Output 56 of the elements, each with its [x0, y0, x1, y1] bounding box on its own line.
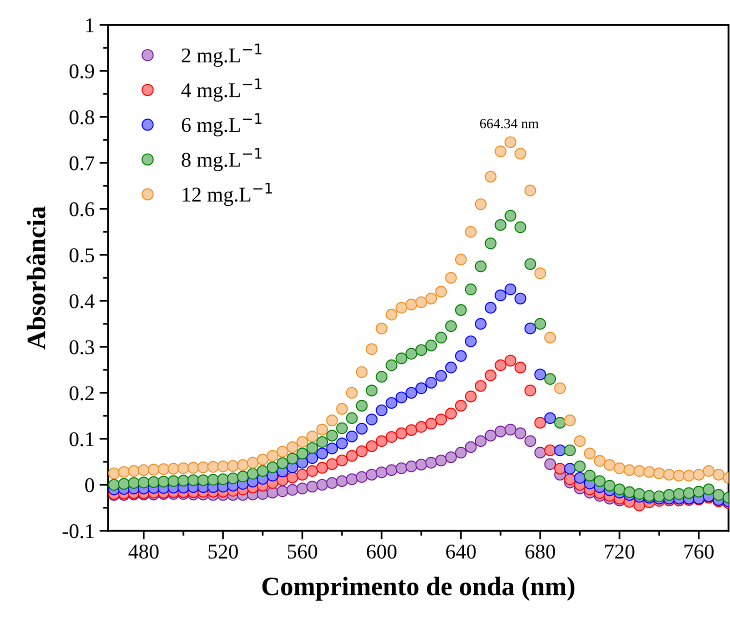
x-tick-label: 600: [366, 544, 396, 559]
y-tick-label: 1: [86, 18, 94, 32]
y-tick-label: 0: [85, 478, 94, 492]
point: [504, 424, 516, 436]
y-tick-label: 0.9: [70, 64, 94, 78]
y-tick-label: 0.2: [70, 386, 94, 400]
point: [494, 426, 506, 438]
legend-label: 2 mg.L$^{−1}$: [182, 44, 262, 67]
y-tick-label: 0.6: [70, 202, 94, 216]
point: [455, 446, 467, 458]
point: [346, 473, 358, 486]
x-tick-label: 640: [446, 544, 476, 559]
x-tick-label: 680: [525, 544, 556, 559]
point: [405, 460, 418, 472]
point: [544, 458, 556, 470]
x-tick-label: 560: [288, 544, 318, 559]
point: [524, 435, 536, 447]
point: [435, 454, 447, 466]
x-tick-label: 760: [684, 544, 714, 559]
point: [386, 464, 398, 476]
point: [286, 484, 298, 496]
x-axis-title: Comprimento de onda (nm): [262, 576, 574, 601]
legend-label: 8 mg.L$^{−1}$: [182, 148, 262, 172]
point: [514, 427, 526, 440]
y-tick-label: -0.1: [62, 524, 94, 538]
y-axis-title: Absorbância: [26, 206, 46, 350]
legend-label: 4 mg.L$^{−1}$: [181, 78, 262, 102]
point: [396, 462, 408, 474]
x-tick-label: 520: [208, 544, 238, 559]
point: [326, 477, 338, 489]
legend-label: 12 mg.L$^{−1}$: [182, 182, 272, 206]
y-tick-label: 0.4: [70, 294, 95, 308]
x-tick-label: 720: [605, 544, 634, 559]
point: [445, 451, 457, 464]
y-tick-label: 0.1: [70, 432, 94, 446]
y-tick-label: 0.7: [70, 156, 94, 170]
point: [534, 446, 546, 458]
point: [316, 478, 328, 491]
point: [425, 456, 438, 469]
point: [484, 430, 497, 442]
x-tick-label: 480: [128, 544, 159, 559]
point: [376, 466, 388, 478]
point: [366, 468, 378, 481]
point: [474, 435, 487, 447]
annotation: 664.34 nm: [480, 118, 539, 128]
y-tick-label: 0.3: [70, 340, 94, 354]
y-tick-label: 0.5: [70, 248, 94, 262]
point: [464, 441, 477, 453]
point: [296, 482, 308, 494]
point: [306, 480, 318, 493]
point: [276, 485, 288, 498]
point: [356, 471, 368, 483]
legend-label: 6 mg.L$^{−1}$: [182, 113, 262, 136]
point: [415, 458, 428, 470]
point: [336, 475, 348, 487]
y-tick-label: 0.8: [70, 110, 94, 124]
